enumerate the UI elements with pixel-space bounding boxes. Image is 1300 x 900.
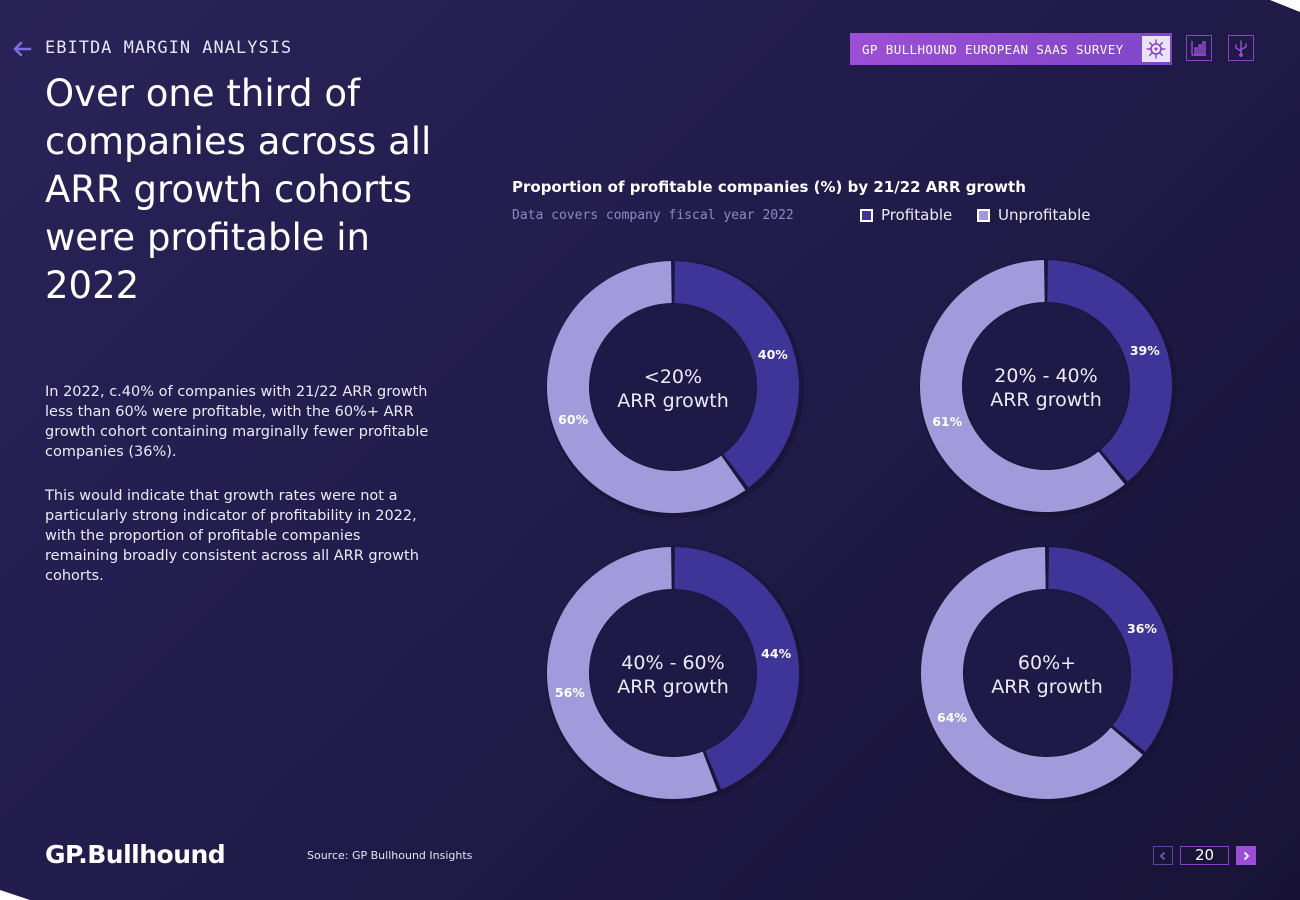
donut-center-sublabel: ARR growth (617, 676, 729, 698)
donut-hole (590, 304, 756, 470)
donut-hole (590, 590, 756, 756)
chart-title: Proportion of profitable companies (%) b… (512, 178, 1026, 196)
bar-chart-icon[interactable] (1186, 35, 1212, 61)
legend-item-unprofitable: Unprofitable (977, 206, 1090, 224)
legend-swatch-profitable (860, 208, 873, 222)
survey-badge[interactable]: GP BULLHOUND EUROPEAN SAAS SURVEY (850, 33, 1172, 65)
data-label-unprofitable: 60% (558, 412, 588, 427)
gp-bullhound-logo: GP.Bullhound (45, 840, 226, 869)
data-label-unprofitable: 64% (937, 710, 967, 725)
donut-hole (964, 590, 1130, 756)
donut-center-label: 40% - 60% (621, 652, 724, 674)
legend-label-unprofitable: Unprofitable (998, 206, 1091, 224)
chevron-right-icon[interactable] (1236, 846, 1256, 865)
source-note: Source: GP Bullhound Insights (307, 849, 473, 862)
body-paragraph-1: In 2022, c.40% of companies with 21/22 A… (45, 384, 429, 460)
donut-slice-profitable (674, 547, 800, 790)
data-label-unprofitable: 56% (555, 685, 585, 700)
data-label-profitable: 40% (758, 347, 788, 362)
legend-item-profitable: Profitable (860, 206, 952, 224)
donut-slice-unprofitable (920, 260, 1125, 512)
data-label-profitable: 36% (1127, 621, 1157, 636)
chevron-left-icon[interactable] (1153, 846, 1173, 865)
body-paragraph-2: This would indicate that growth rates we… (45, 488, 419, 584)
section-title: EBITDA MARGIN ANALYSIS (45, 38, 293, 58)
data-label-unprofitable: 61% (932, 414, 962, 429)
chart-subtitle: Data covers company fiscal year 2022 (512, 208, 794, 223)
page-corner (0, 890, 30, 900)
donut-center-label: 60%+ (1018, 652, 1076, 674)
arrow-left-icon[interactable] (10, 38, 34, 60)
donut-slice-profitable (1048, 547, 1173, 752)
donut-center-sublabel: ARR growth (990, 389, 1102, 411)
data-label-profitable: 39% (1130, 343, 1160, 358)
usb-icon[interactable] (1228, 35, 1254, 61)
donut-hole (963, 303, 1129, 469)
donut-center-sublabel: ARR growth (991, 676, 1103, 698)
donut-slice-unprofitable (921, 547, 1143, 800)
legend-label-profitable: Profitable (881, 206, 953, 224)
donut-slice-profitable (1047, 260, 1172, 482)
donut-center-label: 20% - 40% (994, 365, 1097, 387)
page-number[interactable]: 20 (1180, 846, 1229, 865)
donut-center-sublabel: ARR growth (617, 390, 729, 412)
data-label-profitable: 44% (761, 646, 791, 661)
donut-slice-unprofitable (547, 261, 746, 514)
donut-slice-profitable (674, 261, 799, 488)
donut-slice-unprofitable (547, 547, 718, 799)
survey-label: GP BULLHOUND EUROPEAN SAAS SURVEY (862, 41, 1124, 57)
legend-swatch-unprofitable (977, 208, 990, 222)
donut-center-label: <20% (644, 366, 702, 388)
headline: Over one third of companies across all A… (45, 72, 432, 307)
virus-icon (1142, 36, 1170, 62)
